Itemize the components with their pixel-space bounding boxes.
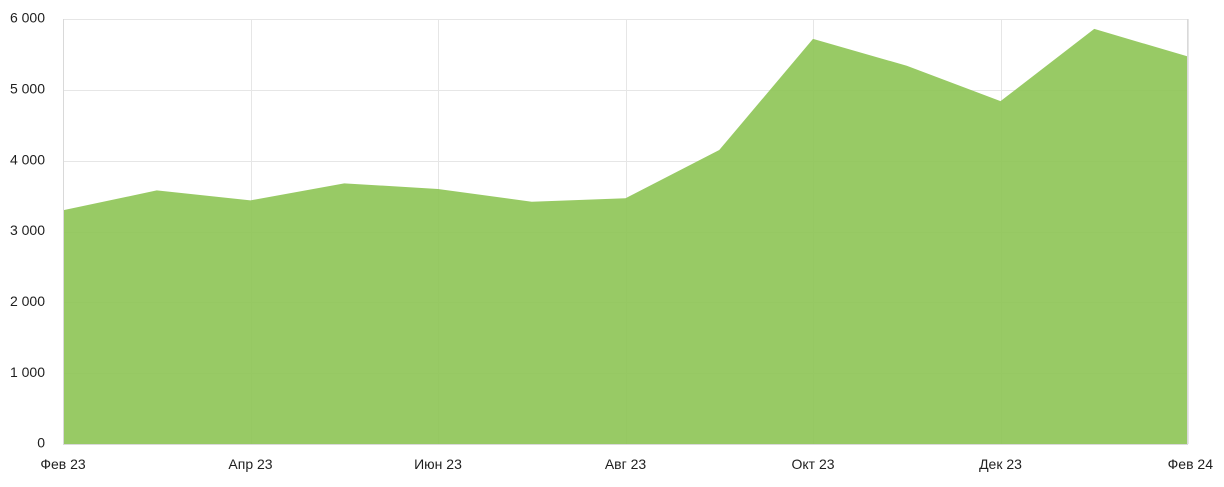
- y-tick-label: 2 000: [10, 293, 45, 309]
- area-layer: [63, 28, 1188, 445]
- x-axis-ticks: Фев 23 Апр 23 Июн 23 Авг 23 Окт 23 Дек 23 Фев …: [40, 456, 1213, 472]
- x-tick-label: Дек 23: [979, 456, 1022, 472]
- y-tick-label: 6 000: [10, 10, 45, 26]
- y-tick-label: 1 000: [10, 364, 45, 380]
- y-axis-ticks: 0 1 000 2 000 3 000 4 000 5 000 6 000: [10, 10, 45, 451]
- x-tick-label: Фев 23: [40, 456, 86, 472]
- plot-frame: [63, 19, 1188, 445]
- x-tick-label: Окт 23: [791, 456, 834, 472]
- x-tick-label: Июн 23: [414, 456, 462, 472]
- y-tick-label: 3 000: [10, 222, 45, 238]
- y-tick-label: 0: [37, 435, 45, 451]
- y-tick-label: 4 000: [10, 151, 45, 167]
- x-tick-label: Апр 23: [228, 456, 272, 472]
- y-tick-label: 5 000: [10, 81, 45, 97]
- x-tick-label: Фев 24: [1168, 456, 1214, 472]
- x-tick-label: Авг 23: [605, 456, 647, 472]
- area-series: [63, 28, 1188, 445]
